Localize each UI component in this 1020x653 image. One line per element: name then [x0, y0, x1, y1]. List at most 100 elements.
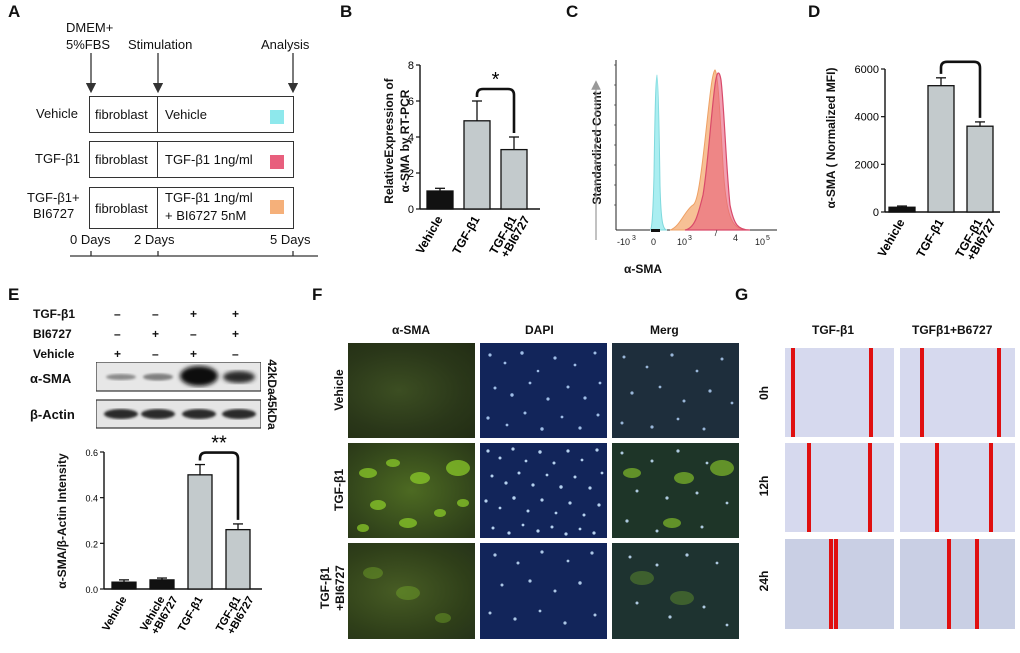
image-merg-tgfb1-bi: [612, 543, 739, 639]
band-actin-3: [182, 409, 216, 419]
significance-marker: *: [492, 69, 500, 91]
band-actin-4: [222, 409, 256, 419]
y-tick-label: 2: [408, 168, 414, 180]
e-row-label-vehicle: Vehicle: [33, 347, 75, 361]
panel-c-xlabel: α-SMA: [624, 262, 663, 276]
bar: [888, 206, 916, 213]
significance-bracket: [475, 87, 516, 133]
image-merg-vehicle: [612, 343, 739, 438]
sign: +: [232, 327, 240, 341]
panel-b-ylabel-1: RelativeExpression of: [382, 78, 396, 204]
row-box-vehicle: fibroblast Vehicle: [89, 96, 294, 133]
f-row-tgfb1-bi-2: +BI6727: [333, 565, 347, 611]
y-tick-label: 6: [408, 96, 414, 108]
c-hist-tgfb1: [684, 72, 751, 231]
sign: +: [114, 347, 122, 361]
y-tick-label: 6000: [855, 64, 879, 76]
color-swatch-tgfb1-bi: [270, 200, 284, 214]
timeline-day2: 2 Days: [134, 232, 175, 247]
sign: –: [232, 347, 239, 361]
y-tick-label: 4: [408, 132, 414, 144]
blot-label-asma: α-SMA: [30, 371, 72, 386]
sign: –: [190, 327, 197, 341]
band-asma-4: [223, 371, 255, 383]
kda-label-2: 45kDa: [265, 394, 279, 430]
y-tick-label: 0.0: [85, 585, 98, 595]
label-stimulation: Stimulation: [128, 37, 193, 52]
g-row-24h: 24h: [757, 570, 771, 592]
band-actin-1: [104, 409, 138, 419]
image-dapi-tgfb1: [480, 443, 607, 538]
x-tick-label: Vehicle: [413, 213, 446, 256]
panel-a-arrows: [70, 53, 318, 257]
f-row-tgfb1-bi-1: TGF-β1: [318, 567, 332, 609]
treat-label: TGF-β1 1ng/ml: [165, 152, 253, 167]
bar: [187, 474, 213, 590]
row-label-bi6727: BI6727: [33, 206, 75, 221]
color-swatch-vehicle: [270, 110, 284, 124]
e-row-label-bi6727: BI6727: [33, 327, 72, 341]
e-row-label-tgfb1: TGF-β1: [33, 307, 75, 321]
f-row-tgfb1: TGF-β1: [332, 469, 346, 511]
c-tick-1: -10: [617, 237, 630, 247]
sign: –: [152, 307, 159, 321]
band-asma-3: [180, 366, 218, 386]
image-merg-tgfb1: [612, 443, 739, 538]
row-label-tgfb1: TGF-β1: [35, 151, 81, 166]
x-tick-label: TGF-β1: [449, 213, 482, 257]
y-tick-label: 0.2: [85, 539, 98, 549]
sign: +: [152, 327, 160, 341]
scratch-tgfb1-0h: [785, 348, 894, 437]
label-fbs: 5%FBS: [66, 37, 111, 52]
panel-label-f: F: [312, 285, 323, 304]
f-col-asma: α-SMA: [392, 323, 431, 337]
panel-d-chart: 0200040006000VehicleTGF-β1TGF-β1+BI6727*…: [855, 55, 1000, 263]
c-tick-4: 10: [677, 237, 687, 247]
scratch-tgfb1-12h: [785, 443, 894, 532]
sign: –: [114, 307, 121, 321]
f-row-vehicle: Vehicle: [332, 369, 346, 411]
c-axis-marker: [651, 229, 660, 232]
y-tick-label: 0.6: [85, 448, 98, 458]
timeline-day0: 0 Days: [70, 232, 111, 247]
c-tick-3: 0: [651, 237, 656, 247]
y-tick-label: 2000: [855, 159, 879, 171]
panel-label-c: C: [566, 2, 579, 21]
image-asma-vehicle: [348, 343, 475, 438]
band-asma-2: [143, 373, 173, 381]
image-dapi-vehicle: [480, 343, 607, 438]
y-tick-label: 0.4: [85, 494, 98, 504]
western-blot: [96, 362, 261, 429]
treat-label: TGF-β1 1ng/ml: [165, 190, 253, 205]
sign: +: [190, 307, 198, 321]
scratch-bi-24h: [900, 539, 1015, 629]
color-swatch-tgfb1: [270, 155, 284, 169]
panel-label-g: G: [735, 285, 749, 304]
scratch-tgfb1-24h: [785, 539, 894, 629]
cell-label: fibroblast: [95, 107, 148, 122]
scratch-bi-0h: [900, 348, 1015, 437]
band-actin-2: [141, 409, 175, 419]
label-dmem: DMEM+: [66, 20, 114, 35]
bar: [966, 125, 994, 213]
g-row-12h: 12h: [757, 475, 771, 497]
panel-label-a: A: [8, 2, 21, 21]
c-tick-6: 4: [733, 233, 738, 243]
g-col-tgfb1-b6727: TGFβ1+B6727: [912, 323, 993, 337]
bar: [426, 190, 454, 210]
bar: [463, 120, 491, 210]
significance-marker: **: [953, 55, 969, 64]
y-tick-label: 8: [408, 60, 414, 72]
image-asma-tgfb1: [348, 443, 475, 538]
c-hist-vehicle: [649, 74, 668, 231]
row-label-tgfb1-bi: TGF-β1+: [27, 190, 80, 205]
sign: +: [232, 307, 240, 321]
image-asma-tgfb1-bi: [348, 543, 475, 639]
sign: +: [190, 347, 198, 361]
g-col-tgfb1: TGF-β1: [812, 323, 854, 337]
row-box-tgfb1-bi: fibroblast TGF-β1 1ng/ml + BI6727 5nM: [89, 187, 294, 229]
row-label-vehicle: Vehicle: [36, 106, 78, 121]
bar: [111, 581, 137, 590]
c-tick-7: 10: [755, 237, 765, 247]
